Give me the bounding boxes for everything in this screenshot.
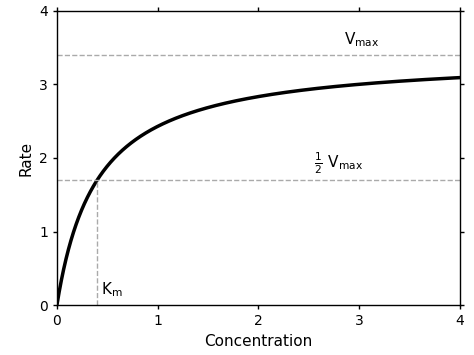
Text: $\mathregular{K_m}$: $\mathregular{K_m}$ — [101, 281, 123, 299]
Text: $\mathregular{\frac{1}{2}\ V_{max}}$: $\mathregular{\frac{1}{2}\ V_{max}}$ — [314, 150, 363, 176]
Text: $\mathregular{V_{max}}$: $\mathregular{V_{max}}$ — [344, 30, 379, 49]
X-axis label: Concentration: Concentration — [204, 334, 312, 349]
Y-axis label: Rate: Rate — [18, 141, 34, 175]
